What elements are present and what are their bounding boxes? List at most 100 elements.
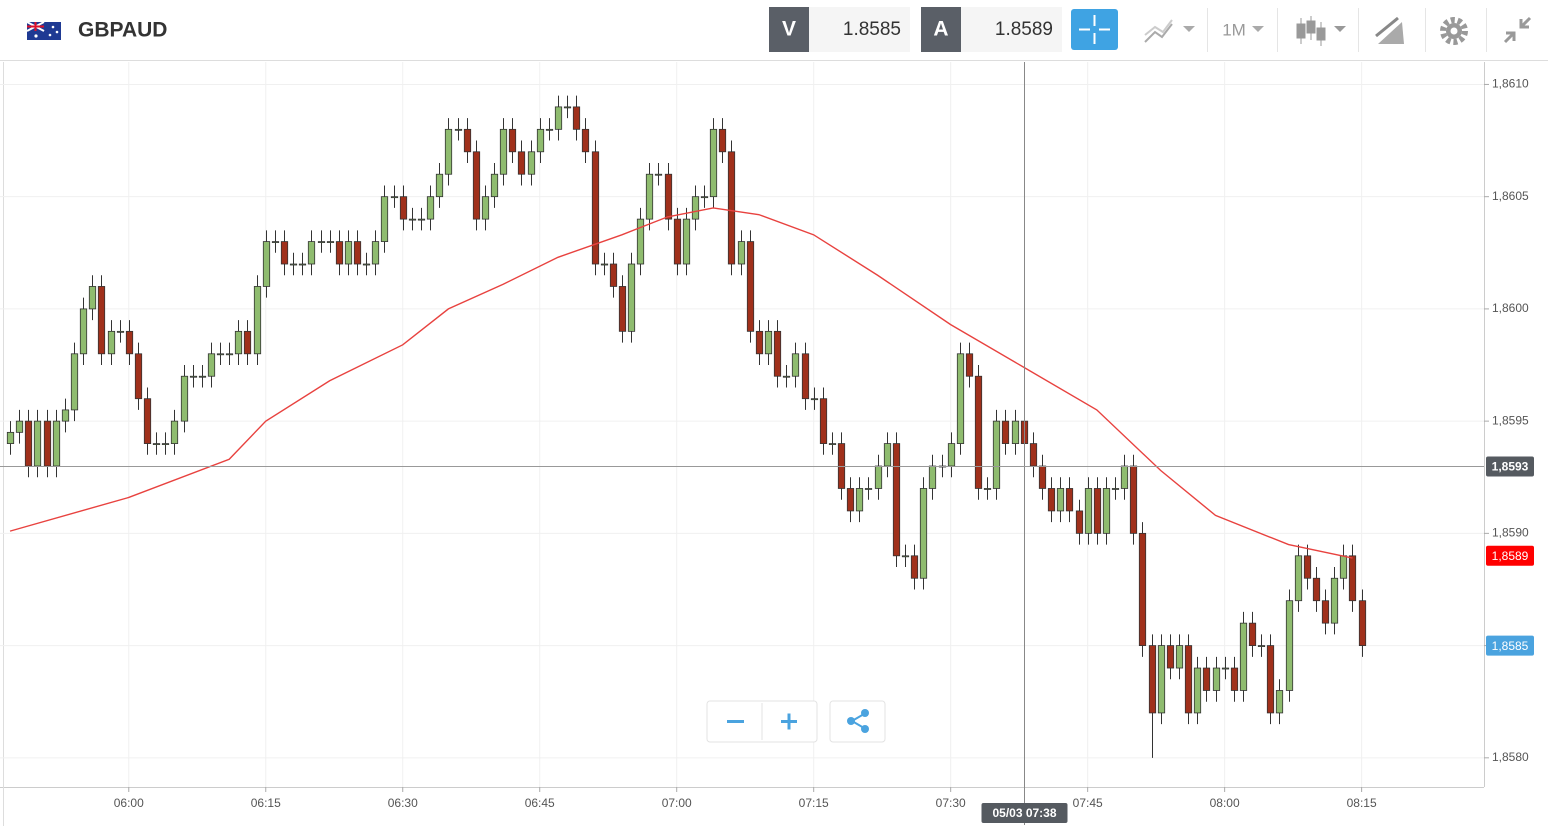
candle-body bbox=[1148, 645, 1157, 714]
candle-body bbox=[1221, 667, 1230, 670]
drawing-tool-button[interactable] bbox=[1375, 16, 1404, 44]
ask-box bbox=[961, 7, 1062, 52]
candle-body bbox=[70, 353, 79, 411]
candle-body bbox=[61, 409, 70, 422]
candle-body bbox=[1339, 555, 1348, 579]
candle-body bbox=[1056, 488, 1065, 512]
candle-body bbox=[326, 241, 335, 243]
candle-body bbox=[1348, 555, 1357, 602]
candle-body bbox=[508, 128, 517, 153]
zoom-in-button[interactable] bbox=[781, 713, 797, 730]
x-tick-label: 07:00 bbox=[662, 796, 692, 810]
candle-body bbox=[390, 196, 399, 199]
candle-body bbox=[426, 196, 435, 220]
candle-body bbox=[207, 353, 216, 377]
candle-body bbox=[600, 263, 609, 266]
candle-body bbox=[490, 173, 499, 198]
candle-body bbox=[1011, 420, 1020, 444]
price-marker-box bbox=[1486, 635, 1534, 656]
x-tick-label: 06:30 bbox=[388, 796, 418, 810]
candle-body bbox=[463, 128, 472, 153]
candle-body bbox=[974, 375, 983, 489]
ask-button[interactable] bbox=[921, 7, 961, 52]
candle-body bbox=[1166, 645, 1175, 669]
candle-body bbox=[454, 128, 463, 131]
crosshair-time-box bbox=[981, 803, 1068, 823]
x-tick-label: 06:15 bbox=[251, 796, 281, 810]
candle-body bbox=[956, 353, 965, 444]
candle-body bbox=[664, 173, 673, 220]
candle-body bbox=[819, 398, 828, 444]
candle-body bbox=[846, 488, 855, 512]
collapse-button[interactable] bbox=[1503, 16, 1532, 44]
candle-body bbox=[718, 128, 727, 153]
candle-body bbox=[673, 218, 682, 265]
timeframe-arrow bbox=[1252, 26, 1264, 32]
candle-body bbox=[992, 420, 1001, 489]
bid-letter: V bbox=[782, 18, 796, 41]
candle-body bbox=[645, 173, 654, 220]
settings-button[interactable] bbox=[1440, 17, 1468, 45]
ask-price: 1.8589 bbox=[995, 19, 1053, 40]
candle-body bbox=[97, 286, 106, 355]
crosshair-price-box bbox=[1486, 456, 1534, 477]
candle-body bbox=[1248, 622, 1257, 646]
candle-body bbox=[271, 241, 280, 243]
candle-body bbox=[15, 420, 24, 433]
candle-body bbox=[161, 443, 170, 445]
candle-body bbox=[253, 286, 262, 355]
candle-body bbox=[152, 443, 161, 445]
crosshair-button[interactable] bbox=[1071, 9, 1118, 50]
candle-body bbox=[810, 398, 819, 401]
candle-body bbox=[317, 241, 326, 243]
timeframe[interactable]: 1M bbox=[1222, 20, 1246, 39]
candle-body bbox=[1358, 600, 1367, 646]
moving-average-line bbox=[9, 207, 1353, 559]
bid-button[interactable] bbox=[769, 7, 809, 52]
candle-body bbox=[1111, 488, 1120, 490]
price-marker-label: 1,8585 bbox=[1492, 639, 1529, 653]
zoom-controls bbox=[706, 700, 886, 743]
candle-body bbox=[1047, 488, 1056, 512]
candle-body bbox=[636, 218, 645, 265]
candle-body bbox=[691, 196, 700, 220]
candle-body bbox=[1129, 465, 1138, 534]
candle-body bbox=[262, 241, 271, 287]
candle-body bbox=[591, 151, 600, 265]
candle-body bbox=[1285, 600, 1294, 691]
share-button[interactable] bbox=[829, 700, 886, 743]
ask-letter: A bbox=[933, 18, 948, 41]
candle-body bbox=[499, 128, 508, 175]
candle-body bbox=[189, 375, 198, 378]
x-tick-label: 07:30 bbox=[936, 796, 966, 810]
candle-body bbox=[134, 353, 143, 400]
candle-body bbox=[444, 128, 453, 175]
candle-body bbox=[353, 241, 362, 265]
candle-body bbox=[581, 128, 590, 153]
crosshair-time-label: 05/03 07:38 bbox=[992, 806, 1056, 820]
candle-body bbox=[371, 241, 380, 265]
candle-body bbox=[1312, 577, 1321, 602]
candle-body bbox=[727, 151, 736, 265]
candle-body bbox=[700, 196, 709, 199]
chart-type-button[interactable] bbox=[1144, 19, 1195, 43]
candle-body bbox=[79, 308, 88, 355]
candle-icon-button[interactable] bbox=[1296, 16, 1346, 46]
candle-body bbox=[910, 555, 919, 579]
candle-body bbox=[116, 330, 125, 333]
candle-body bbox=[874, 465, 883, 489]
candle-body bbox=[1239, 622, 1248, 691]
candle-body bbox=[408, 218, 417, 221]
price-marker-label: 1,8589 bbox=[1492, 549, 1529, 563]
candle-body bbox=[307, 241, 316, 265]
bid-box bbox=[809, 7, 910, 52]
price-marker-box bbox=[1486, 545, 1534, 566]
y-tick-label: 1,8605 bbox=[1492, 189, 1529, 203]
candle-body bbox=[654, 173, 663, 176]
plot-area: 1,8610 1,8605 1,8600 1,8595 1,8590 1,8585 1,85… bbox=[0, 62, 1534, 826]
candle-body bbox=[280, 241, 289, 265]
candle-body bbox=[6, 431, 15, 444]
candle-body bbox=[1230, 667, 1239, 691]
candle-body bbox=[545, 128, 554, 131]
